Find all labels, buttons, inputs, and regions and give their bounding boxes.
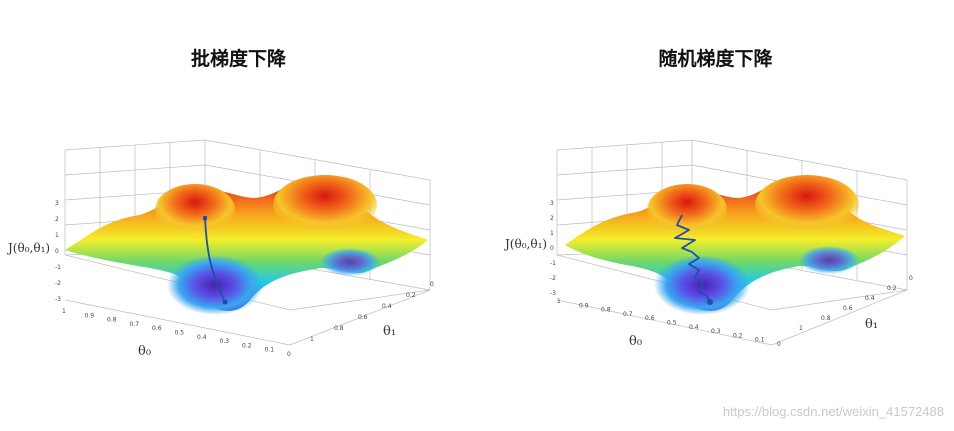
tick-label: 2 bbox=[550, 215, 554, 222]
tick-label: 0.4 bbox=[689, 324, 699, 331]
tick-label: 0.2 bbox=[887, 285, 897, 292]
tick-label: -3 bbox=[55, 296, 61, 303]
tick-label: 3 bbox=[550, 200, 554, 207]
tick-label: -1 bbox=[55, 264, 61, 271]
panel-title: 随机梯度下降 bbox=[658, 48, 773, 70]
tick-label: 0.6 bbox=[843, 305, 853, 312]
tick-label: 0 bbox=[777, 341, 781, 348]
tick-label: 3 bbox=[55, 200, 59, 207]
z-ticks: 3 2 1 0 -1 -2 -3 bbox=[55, 200, 61, 303]
tick-label: 0.8 bbox=[334, 325, 344, 332]
tick-label: 0 bbox=[430, 281, 434, 288]
path-end-marker bbox=[707, 299, 713, 305]
panel-title: 批梯度下降 bbox=[190, 48, 286, 70]
tick-label: 1 bbox=[799, 325, 803, 332]
tick-label: 0.5 bbox=[175, 330, 185, 337]
x-axis-label: θ₀ bbox=[629, 334, 642, 349]
tick-label: 0 bbox=[55, 248, 59, 255]
tick-label: 0.6 bbox=[152, 325, 162, 332]
y-axis-label: θ₁ bbox=[383, 324, 396, 339]
tick-label: 0.6 bbox=[358, 314, 368, 321]
cost-surface bbox=[65, 175, 428, 315]
tick-label: 0.8 bbox=[107, 317, 117, 324]
tick-label: 0.3 bbox=[220, 338, 230, 345]
tick-label: 1 bbox=[550, 230, 554, 237]
tick-label: 1 bbox=[62, 308, 66, 315]
tick-label: 0.4 bbox=[865, 295, 875, 302]
tick-label: 0.2 bbox=[242, 342, 252, 349]
x-axis-label: θ₀ bbox=[138, 344, 151, 359]
tick-label: -3 bbox=[550, 290, 556, 297]
path-start-marker bbox=[203, 216, 207, 220]
path-end-marker bbox=[222, 299, 228, 305]
tick-label: 0.1 bbox=[755, 337, 765, 344]
tick-label: 0 bbox=[550, 245, 554, 252]
tick-label: 0.5 bbox=[667, 320, 677, 327]
panel-batch-gradient-descent: 批梯度下降 bbox=[6, 48, 434, 359]
tick-label: 0.6 bbox=[645, 315, 655, 322]
tick-label: 0.2 bbox=[733, 332, 743, 339]
descent-path bbox=[203, 216, 228, 305]
tick-label: -2 bbox=[55, 280, 61, 287]
panel-stochastic-gradient-descent: 随机梯度下降 bbox=[477, 0, 954, 431]
tick-label: 0 bbox=[909, 275, 913, 282]
tick-label: 0.4 bbox=[197, 334, 207, 341]
tick-label: 0.2 bbox=[406, 292, 416, 299]
x-ticks: 1 0.9 0.8 0.7 0.6 0.5 0.4 0.3 0.2 0.1 0 bbox=[557, 298, 781, 348]
tick-label: 0.3 bbox=[711, 328, 721, 335]
y-axis-label: θ₁ bbox=[865, 317, 878, 332]
watermark: https://blog.csdn.net/weixin_41572488 bbox=[722, 404, 944, 419]
y-ticks: 0 0.2 0.4 0.6 0.8 1 bbox=[310, 281, 434, 343]
tick-label: 1 bbox=[55, 232, 59, 239]
tick-label: 0.9 bbox=[85, 312, 95, 319]
z-axis-label: J(θ₀,θ₁) bbox=[6, 241, 50, 255]
descent-path bbox=[674, 214, 713, 305]
y-ticks: 0 0.2 0.4 0.6 0.8 1 bbox=[799, 275, 913, 332]
tick-label: 0.8 bbox=[601, 307, 611, 314]
tick-label: -1 bbox=[550, 260, 556, 267]
tick-label: 1 bbox=[557, 298, 561, 305]
tick-label: -2 bbox=[550, 275, 556, 282]
tick-label: 0.7 bbox=[130, 321, 140, 328]
z-axis-label: J(θ₀,θ₁) bbox=[503, 237, 547, 251]
tick-label: 0.1 bbox=[265, 347, 275, 354]
tick-label: 1 bbox=[310, 336, 314, 343]
x-ticks: 1 0.9 0.8 0.7 0.6 0.5 0.4 0.3 0.2 0.1 0 bbox=[62, 308, 291, 358]
cost-surface bbox=[565, 175, 905, 315]
tick-label: 0.9 bbox=[579, 302, 589, 309]
tick-label: 2 bbox=[55, 216, 59, 223]
tick-label: 0.7 bbox=[623, 311, 633, 318]
tick-label: 0 bbox=[287, 351, 291, 358]
tick-label: 0.4 bbox=[382, 303, 392, 310]
z-ticks: 3 2 1 0 -1 -2 -3 bbox=[550, 200, 556, 297]
tick-label: 0.8 bbox=[821, 315, 831, 322]
